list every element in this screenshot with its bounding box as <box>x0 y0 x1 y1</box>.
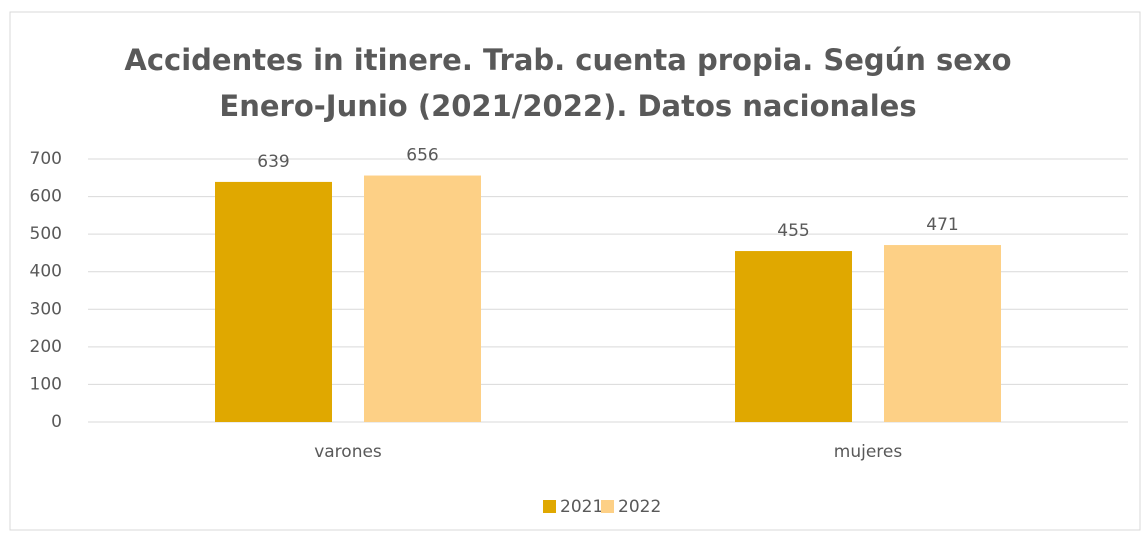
y-tick-label: 700 <box>30 149 62 169</box>
bar <box>884 245 1001 422</box>
y-tick-label: 0 <box>51 412 62 432</box>
data-label: 455 <box>777 221 809 241</box>
legend-label: 2022 <box>618 497 661 517</box>
x-tick-label: varones <box>314 442 382 462</box>
bar <box>735 251 852 422</box>
data-label: 471 <box>926 215 958 235</box>
y-tick-label: 300 <box>30 299 62 319</box>
x-tick-label: mujeres <box>834 442 903 462</box>
y-tick-label: 200 <box>30 337 62 357</box>
bar <box>364 175 481 422</box>
y-tick-label: 400 <box>30 262 62 282</box>
data-label: 656 <box>406 146 438 166</box>
y-tick-label: 100 <box>30 374 62 394</box>
legend-swatch <box>543 500 556 513</box>
bar <box>215 181 332 422</box>
chart-title: Accidentes in itinere. Trab. cuenta prop… <box>124 43 1011 77</box>
chart-subtitle: Enero-Junio (2021/2022). Datos nacionale… <box>219 89 916 123</box>
y-tick-label: 500 <box>30 224 62 244</box>
legend-swatch <box>601 500 614 513</box>
legend-label: 2021 <box>560 497 603 517</box>
y-tick-label: 600 <box>30 187 62 207</box>
data-label: 639 <box>257 152 289 172</box>
